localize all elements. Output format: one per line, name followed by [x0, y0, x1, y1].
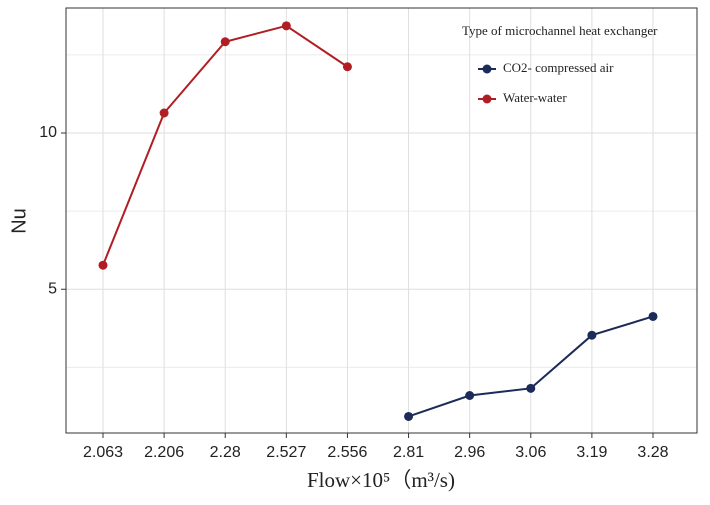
data-point — [404, 411, 414, 421]
x-tick-label: 2.206 — [144, 444, 184, 461]
x-tick-label: 2.556 — [327, 444, 367, 461]
data-point — [342, 62, 352, 72]
y-tick-label: 10 — [39, 124, 57, 141]
y-tick-label: 5 — [48, 280, 57, 297]
legend-label: Water-water — [503, 90, 567, 105]
x-tick-label: 2.96 — [454, 444, 485, 461]
x-tick-label: 2.527 — [266, 444, 306, 461]
legend-marker — [482, 64, 492, 74]
legend-label: CO2- compressed air — [503, 60, 614, 75]
x-tick-label: 2.81 — [393, 444, 424, 461]
data-point — [648, 311, 658, 321]
legend-marker — [482, 94, 492, 104]
data-point — [159, 108, 169, 118]
data-point — [220, 37, 230, 47]
x-tick-label: 3.06 — [515, 444, 546, 461]
x-tick-label: 3.28 — [637, 444, 668, 461]
data-point — [587, 330, 597, 340]
data-point — [526, 383, 536, 393]
plot-border — [65, 7, 698, 434]
data-point — [281, 21, 291, 31]
x-tick-label: 2.28 — [210, 444, 241, 461]
x-tick-label: 3.19 — [576, 444, 607, 461]
x-tick-label: 2.063 — [83, 444, 123, 461]
data-point — [465, 391, 475, 400]
legend-title: Type of microchannel heat exchanger — [462, 23, 658, 38]
x-axis-label: Flow×10⁵（m³/s) — [307, 468, 455, 492]
data-point — [98, 260, 108, 270]
y-axis-label: Nu — [8, 208, 30, 234]
